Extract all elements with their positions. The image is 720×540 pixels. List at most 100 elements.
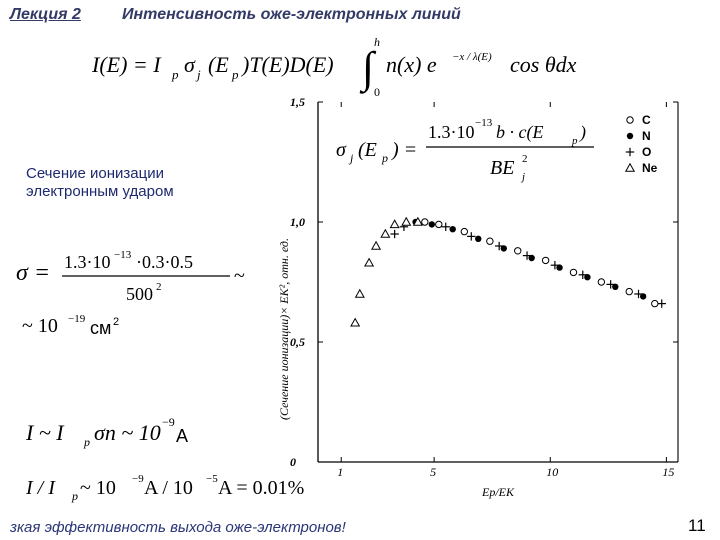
legend-marker-ne [624, 162, 636, 172]
chart-x-axis-label: Ep/EK [481, 485, 515, 499]
section-label-line1: Сечение ионизации [26, 165, 164, 182]
current-unit: A [176, 426, 188, 446]
data-point-c [569, 268, 578, 277]
legend-label-ne: Ne [642, 161, 658, 175]
data-point-o [494, 241, 504, 251]
ratio-exp2: −5 [206, 473, 218, 485]
data-point-n [449, 226, 456, 233]
chart-points [350, 216, 666, 327]
data-point-n [584, 274, 591, 281]
sigma-den-sup: 2 [156, 281, 162, 293]
data-point-o [634, 289, 643, 299]
integral-sign: ∫ [359, 43, 377, 94]
formula-sub-j: j [195, 67, 201, 82]
ratio-rest1: ~ 10 [80, 477, 116, 499]
sigma-numerator: 1.3·10 [64, 252, 111, 272]
formula-sub-p2: p [231, 67, 239, 82]
data-point-ne [389, 219, 400, 229]
lecture-number: Лекция 2 [10, 6, 81, 23]
cs-den-sub: j [520, 171, 525, 183]
footer-text: зкая эффективность выхода оже-электронов… [10, 519, 346, 536]
data-point-o [606, 280, 615, 289]
data-point-o [467, 232, 476, 241]
data-point-c [435, 220, 443, 229]
y-tick-label: 0,5 [290, 335, 305, 349]
formula-exponent: −x / λ(E) [452, 51, 492, 63]
cross-section-formula: σ j (E p ) = 1.3·10 −13 b · c(E p ) BE 2… [332, 112, 602, 184]
x-tick-label: 10 [546, 465, 558, 479]
legend-marker-o [625, 147, 635, 157]
integral-lower: 0 [374, 85, 380, 99]
cs-num-close: ) [579, 122, 586, 143]
current-exp: −9 [162, 415, 175, 429]
data-point-o [657, 299, 666, 308]
data-point-ne [380, 228, 391, 238]
data-point-c [541, 256, 550, 265]
sigma-result-exp: −19 [68, 313, 86, 325]
data-point-n [475, 235, 482, 242]
data-point-c [625, 287, 633, 296]
current-estimate: I ~ I p σn ~ 10 −9 A [25, 415, 188, 449]
data-point-n [528, 254, 535, 262]
sigma-lhs: σ = [16, 260, 50, 286]
data-point-o [441, 222, 450, 231]
data-point-o [390, 229, 399, 239]
legend-label-o: O [642, 145, 651, 159]
cs-arg-close: ) = [391, 139, 417, 161]
ratio-text: I / I [25, 477, 56, 499]
data-point-n [428, 221, 436, 228]
data-point-o [578, 270, 587, 279]
cs-lhs: σ [336, 139, 347, 161]
data-point-c [597, 278, 606, 286]
data-point-ne [401, 216, 412, 226]
data-point-c [651, 299, 659, 308]
cs-sub: j [348, 151, 354, 165]
legend-label-c: C [642, 113, 651, 127]
legend-label-n: N [642, 129, 651, 143]
chart-y-axis-label: (Сечение ионизации)× EK², отн. ед. [277, 238, 291, 420]
data-point-ne [412, 216, 423, 226]
legend-marker-c [626, 116, 634, 124]
sigma-num-rest: ·0.3·0.5 [136, 252, 193, 272]
chart-axes [317, 102, 679, 463]
cs-numerator: 1.3·10 [428, 122, 475, 142]
formula-integrand: n(x) e [386, 52, 437, 77]
sigma-estimate: σ = 1.3·10 −13 ·0.3·0.5 500 2 ~ ~ 10 −19… [16, 249, 245, 338]
current-sub: p [83, 435, 90, 449]
data-point-c [460, 227, 469, 236]
x-tick-label: 15 [662, 465, 674, 479]
y-tick-label: 1,5 [290, 95, 305, 109]
data-point-n [556, 264, 563, 271]
data-point-ne [371, 240, 382, 250]
sigma-unit: см [90, 318, 111, 338]
formula-mid: (E [208, 52, 229, 77]
page-number: 11 [688, 516, 706, 535]
data-point-ne [350, 317, 361, 327]
formula-rest: )T(E)D(E) [240, 52, 334, 77]
sigma-unit-sup: 2 [113, 316, 119, 328]
formula-sub-p: p [171, 67, 179, 82]
ratio-estimate: I / I p ~ 10 −9 A / 10 −5 A = 0.01% [25, 473, 304, 503]
ratio-sub: p [71, 489, 78, 503]
data-point-c [486, 237, 494, 245]
current-rest: σn ~ 10 [94, 420, 161, 445]
ratio-exp1: −9 [132, 473, 144, 485]
cs-num-sub: p [571, 135, 578, 147]
y-tick-label: 1,0 [290, 215, 305, 229]
sigma-denominator: 500 [126, 284, 153, 304]
formula-sigma: σ [184, 52, 196, 77]
legend-marker-n [626, 132, 634, 140]
cs-den-sup: 2 [522, 153, 528, 165]
section-label: Сечение ионизации электронным ударом [26, 165, 174, 201]
cs-arg-sub: p [381, 151, 388, 165]
data-point-o [550, 261, 560, 270]
cs-arg: (E [358, 139, 377, 161]
x-tick-label: 5 [430, 465, 436, 479]
formula-lhs: I(E) = I [91, 52, 162, 77]
data-point-c [514, 247, 522, 255]
data-point-n [500, 245, 508, 252]
main-formula: I(E) = I p σ j (E p )T(E)D(E) h ∫ 0 n(x)… [91, 35, 577, 99]
chart-legend: CNO Ne [624, 113, 658, 175]
data-point-ne [354, 288, 365, 298]
